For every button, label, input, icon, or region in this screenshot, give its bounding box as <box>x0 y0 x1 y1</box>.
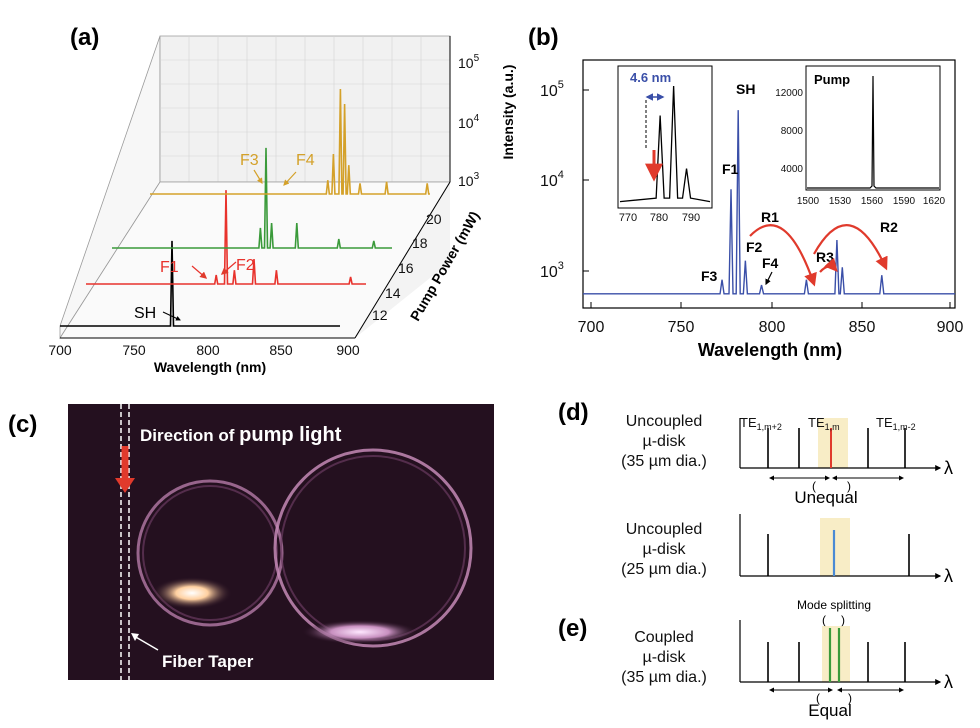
b-inset-left: 4.6 nm 770 780 790 <box>617 65 713 224</box>
a-xtick: 700 <box>48 342 72 358</box>
b-ytick: 104 <box>540 169 564 190</box>
b-label-f2: F2 <box>746 239 763 255</box>
d-lambda: λ <box>944 566 953 586</box>
a-annot-f1: F1 <box>160 259 179 276</box>
b-label-r3: R3 <box>816 249 834 265</box>
d-row2-line2: µ-disk <box>643 541 687 558</box>
b-inset-xtick: 790 <box>682 212 700 224</box>
panel-a: (a) 700 750 800 850 900 Wavelength (nm) … <box>48 24 516 375</box>
b-label-sh: SH <box>736 81 755 97</box>
b-pump-xtick: 1500 <box>797 196 820 207</box>
panel-e-label: (e) <box>558 615 587 642</box>
a-annot-sh: SH <box>134 305 156 322</box>
d-mode-label: TE1,m <box>808 415 840 432</box>
e-mode-splitting: Mode splitting <box>797 598 871 612</box>
large-disk <box>273 448 473 648</box>
b-xtick: 800 <box>759 319 786 336</box>
b-label-f4: F4 <box>762 255 779 271</box>
svg-text:): ) <box>848 691 852 705</box>
b-label-r1: R1 <box>761 209 779 225</box>
panel-d-label: (d) <box>558 399 589 426</box>
e-lambda: λ <box>944 672 953 692</box>
panel-b: (b) 105 104 103 700 750 800 850 900 <box>528 24 963 360</box>
b-pump-title: Pump <box>814 72 850 87</box>
large-disk-glow <box>302 620 418 644</box>
a-xtick: 800 <box>196 342 220 358</box>
a-zlabel: Intensity (a.u.) <box>500 65 516 160</box>
b-inset-xtick: 780 <box>650 212 668 224</box>
b-pump-ytick: 4000 <box>781 164 804 175</box>
b-xtick: 900 <box>937 319 964 336</box>
panel-b-label: (b) <box>528 24 559 51</box>
a-trace-18mw <box>150 88 430 195</box>
d-lambda: λ <box>944 458 953 478</box>
b-inset-annotation: 4.6 nm <box>630 70 671 85</box>
a-int-tick: 104 <box>458 113 480 131</box>
b-xlabel: Wavelength (nm) <box>698 340 842 360</box>
a-annot-f4: F4 <box>296 152 315 169</box>
b-xtick: 700 <box>578 319 605 336</box>
e-line3: (35 µm dia.) <box>621 669 707 686</box>
a-xtick: 850 <box>269 342 293 358</box>
d-row2-line3: (25 µm dia.) <box>621 561 707 578</box>
a-annot-f2: F2 <box>236 257 255 274</box>
a-xtick: 900 <box>336 342 360 358</box>
b-plot-frame <box>582 59 956 309</box>
a-xlabel: Wavelength (nm) <box>154 359 266 375</box>
a-power-tick: 18 <box>412 235 428 251</box>
d-mode-label: TE1,m+2 <box>740 415 782 432</box>
a-power-tick: 16 <box>398 260 414 276</box>
panel-c-label: (c) <box>8 411 37 438</box>
d-row2-line1: Uncoupled <box>626 521 703 538</box>
b-xtick: 750 <box>668 319 695 336</box>
svg-text:(: ( <box>816 691 820 705</box>
a-int-tick: 103 <box>458 171 480 189</box>
panel-d: (d) Uncoupled µ-disk (35 µm dia.) TE1,m+… <box>558 399 953 586</box>
d-unequal: Unequal <box>794 488 857 507</box>
b-ytick: 105 <box>540 79 564 100</box>
a-power-tick: 20 <box>426 211 442 227</box>
panel-c: (c) Direction of pump light Fiber Taper <box>8 404 494 680</box>
d-mode-label: TE1,m-2 <box>876 415 916 432</box>
svg-text:): ) <box>841 613 845 627</box>
small-disk-glow <box>152 577 232 609</box>
a-trace-16mw <box>112 147 392 249</box>
a-power-tick: 14 <box>385 285 401 301</box>
a-xtick: 750 <box>122 342 146 358</box>
b-inset-xtick: 770 <box>619 212 637 224</box>
svg-text:(: ( <box>822 613 826 627</box>
b-pump-xtick: 1620 <box>923 196 946 207</box>
b-inset-right: Pump 12000 8000 4000 1500 1530 1560 1590… <box>775 65 946 207</box>
b-pump-xtick: 1560 <box>861 196 884 207</box>
a-power-tick: 12 <box>372 307 388 323</box>
a-trace-12mw <box>60 240 340 327</box>
e-line1: Coupled <box>634 629 694 646</box>
a-annot-f3: F3 <box>240 152 259 169</box>
b-pump-ytick: 8000 <box>781 126 804 137</box>
b-ytick: 103 <box>540 260 564 281</box>
b-pump-ytick: 12000 <box>775 88 803 99</box>
b-label-r2: R2 <box>880 219 898 235</box>
e-line2: µ-disk <box>643 649 687 666</box>
b-label-f1: F1 <box>722 161 739 177</box>
d-row1-line3: (35 µm dia.) <box>621 453 707 470</box>
a-trace-14mw <box>86 190 366 285</box>
b-xtick: 850 <box>849 319 876 336</box>
b-pump-xtick: 1530 <box>829 196 852 207</box>
e-equal: Equal <box>808 701 851 720</box>
b-pump-xtick: 1590 <box>893 196 916 207</box>
d-row1-line2: µ-disk <box>643 433 687 450</box>
c-direction-text: Direction of pump light <box>140 424 342 446</box>
d-row1-line1: Uncoupled <box>626 413 703 430</box>
b-spectrum-line <box>583 110 955 295</box>
a-int-tick: 105 <box>458 53 480 71</box>
b-label-f3: F3 <box>701 268 718 284</box>
panel-e: (e) Coupled µ-disk (35 µm dia.) Mode spl… <box>558 598 953 720</box>
c-taper-label: Fiber Taper <box>162 652 254 671</box>
panel-a-label: (a) <box>70 24 99 51</box>
svg-text:): ) <box>847 479 851 493</box>
svg-text:(: ( <box>812 479 816 493</box>
